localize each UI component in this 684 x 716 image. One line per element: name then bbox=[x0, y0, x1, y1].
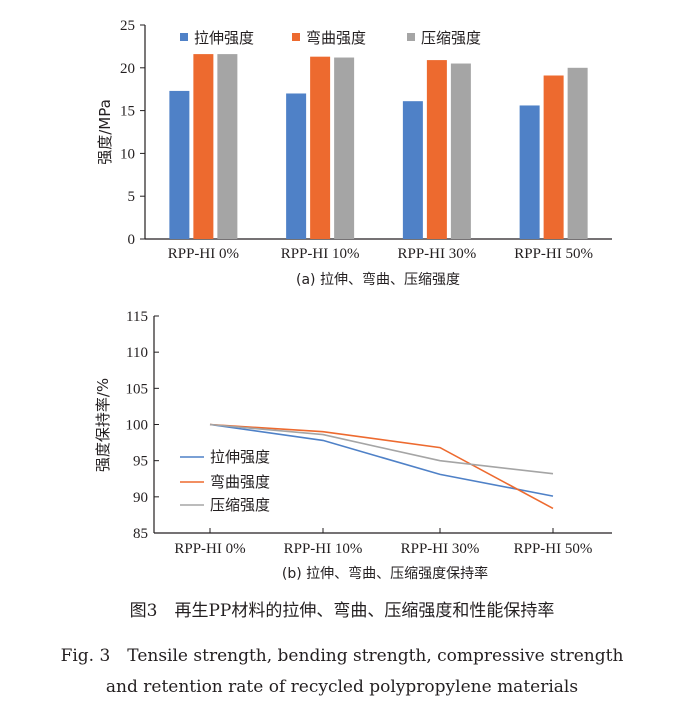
line-series-3 bbox=[209, 423, 554, 475]
figure-caption-en-line2: and retention rate of recycled polypropy… bbox=[105, 677, 579, 697]
bar-1 bbox=[402, 101, 423, 240]
line-x-tick-label: RPP-HI 30% bbox=[401, 541, 480, 557]
line-y-tick-label: 95 bbox=[133, 454, 148, 470]
bar-chart-caption: (a) 拉伸、弯曲、压缩强度 bbox=[296, 271, 460, 288]
line-y-tick-label: 85 bbox=[133, 526, 148, 542]
line-x-tick-label: RPP-HI 50% bbox=[514, 541, 593, 557]
bar-1 bbox=[286, 93, 307, 239]
line-series-1 bbox=[209, 423, 554, 497]
bar-1 bbox=[519, 105, 540, 240]
bar-y-tick-label: 10 bbox=[120, 146, 135, 162]
bar-2 bbox=[543, 75, 564, 239]
line-y-tick-label: 105 bbox=[126, 381, 149, 397]
bar-y-tick-label: 15 bbox=[120, 104, 135, 120]
bar-y-tick-label: 25 bbox=[120, 18, 135, 34]
bar-y-tick-label: 0 bbox=[128, 232, 136, 248]
line-legend-label: 压缩强度 bbox=[210, 496, 270, 514]
bar-legend-label: 压缩强度 bbox=[421, 29, 481, 47]
line-x-tick-label: RPP-HI 0% bbox=[174, 541, 245, 557]
bar-2 bbox=[193, 54, 214, 239]
line-y-tick-label: 90 bbox=[133, 490, 148, 506]
bar-legend-label: 弯曲强度 bbox=[306, 29, 366, 47]
bar-y-axis-label: 强度/MPa bbox=[96, 99, 114, 165]
bar-y-tick-label: 5 bbox=[128, 189, 136, 205]
figure-caption-en-line1: Fig. 3 Tensile strength, bending strengt… bbox=[60, 646, 624, 666]
bar-x-tick-label: RPP-HI 50% bbox=[514, 246, 593, 262]
line-legend-label: 弯曲强度 bbox=[210, 473, 270, 491]
line-chart: 85 90 95 100 105 110 115 RPP-HI 0% RPP-HI 10% RPP… bbox=[94, 309, 612, 582]
bar-3 bbox=[450, 63, 471, 239]
line-y-tick-label: 110 bbox=[126, 345, 148, 361]
bar-legend-swatch bbox=[407, 33, 415, 41]
bar-chart: 0 5 10 15 20 25 RPP-HI 0% RPP-HI 10% RPP-HI 30% R… bbox=[96, 18, 612, 288]
bar-legend-swatch bbox=[180, 33, 188, 41]
bar-3 bbox=[567, 67, 588, 239]
bar-legend-swatch bbox=[292, 33, 300, 41]
bar-y-tick-label: 20 bbox=[120, 61, 135, 77]
bar-x-tick-label: RPP-HI 0% bbox=[168, 246, 239, 262]
line-series-2 bbox=[209, 423, 554, 510]
line-legend-label: 拉伸强度 bbox=[210, 448, 270, 466]
line-chart-caption: (b) 拉伸、弯曲、压缩强度保持率 bbox=[282, 565, 488, 582]
bar-x-tick-label: RPP-HI 10% bbox=[281, 246, 360, 262]
bar-3 bbox=[334, 57, 355, 239]
figure-caption-cn: 图3 再生PP材料的拉伸、弯曲、压缩强度和性能保持率 bbox=[129, 601, 555, 621]
bar-3 bbox=[217, 54, 238, 239]
bar-x-tick-label: RPP-HI 30% bbox=[397, 246, 476, 262]
line-y-axis-label: 强度保持率/% bbox=[94, 378, 112, 472]
line-y-tick-label: 100 bbox=[126, 418, 149, 434]
bar-2 bbox=[426, 60, 447, 239]
line-x-tick-label: RPP-HI 10% bbox=[284, 541, 363, 557]
line-y-tick-label: 115 bbox=[126, 309, 148, 325]
bar-2 bbox=[310, 56, 331, 240]
bar-legend-label: 拉伸强度 bbox=[194, 29, 254, 47]
bar-1 bbox=[169, 90, 190, 239]
